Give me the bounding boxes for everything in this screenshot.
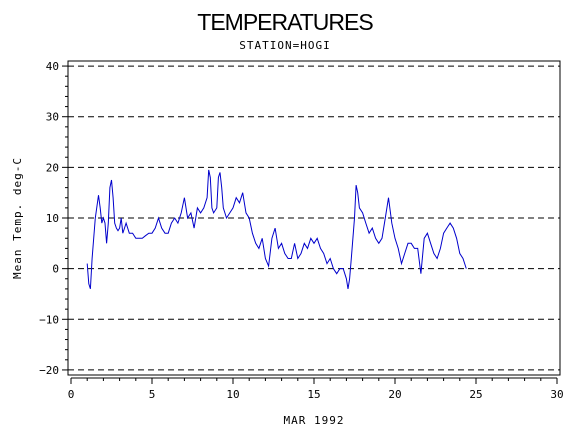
x-tick-label: 0 <box>68 388 75 401</box>
y-tick-label: 30 <box>46 111 59 124</box>
chart-subtitle: STATION=HOGI <box>239 39 330 52</box>
y-tick-label: 0 <box>52 263 59 276</box>
x-axis-ticks: 0 5 10 15 20 25 30 <box>68 377 564 401</box>
gridlines <box>68 65 560 371</box>
y-tick-label: −20 <box>39 364 59 377</box>
y-tick-label: 10 <box>46 212 59 225</box>
y-tick-label: 40 <box>46 60 59 73</box>
series-line <box>86 169 467 290</box>
x-tick-label: 5 <box>149 388 156 401</box>
x-axis-label: MAR 1992 <box>284 414 345 427</box>
y-axis-label: Mean Temp. deg-C <box>11 157 24 279</box>
x-tick-label: 25 <box>469 388 482 401</box>
x-tick-label: 20 <box>388 388 401 401</box>
y-axis-ticks: −20 −10 0 10 20 30 40 <box>39 60 68 377</box>
y-tick-label: 20 <box>46 161 59 174</box>
x-tick-label: 30 <box>550 388 563 401</box>
plot-frame <box>67 60 561 376</box>
x-tick-label: 10 <box>226 388 239 401</box>
x-tick-label: 15 <box>307 388 320 401</box>
y-tick-label: −10 <box>39 313 59 326</box>
chart-title: TEMPERATURES <box>197 9 373 35</box>
